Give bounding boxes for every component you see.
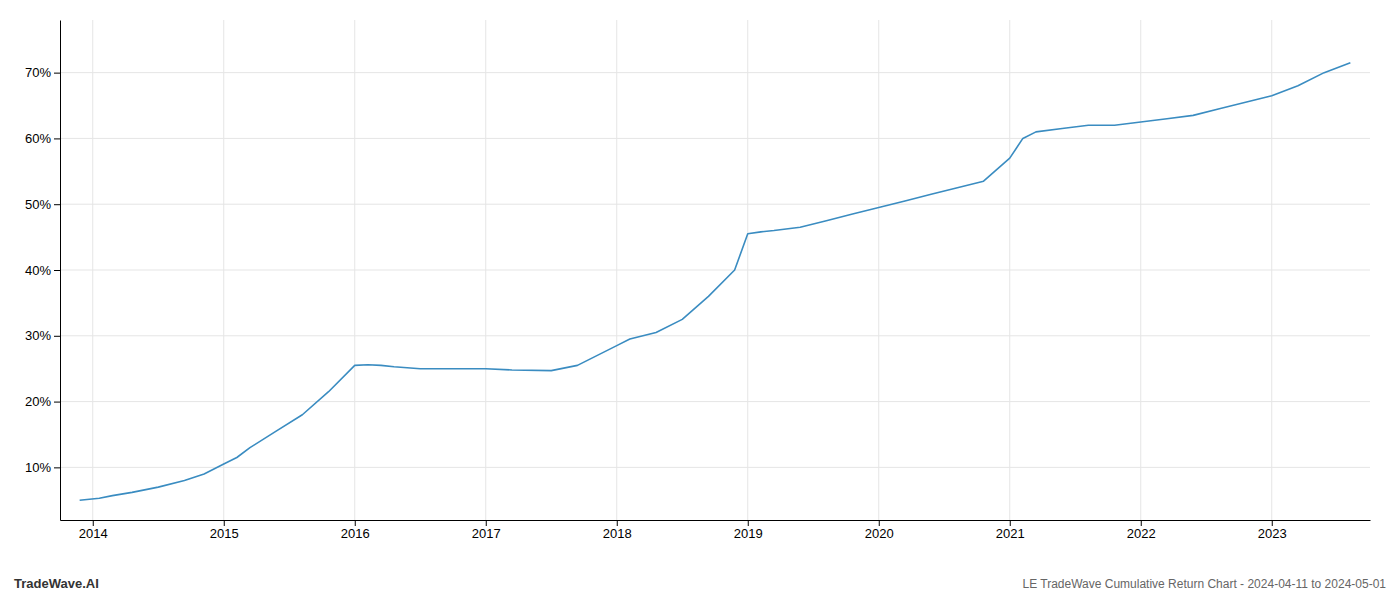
x-tick: 2019	[734, 520, 763, 541]
y-tick: 60%	[25, 131, 60, 146]
y-axis-line	[60, 21, 61, 521]
y-tick-label: 50%	[25, 197, 51, 212]
x-tick-label: 2021	[996, 526, 1025, 541]
grid-line	[60, 72, 1370, 73]
y-tick-label: 10%	[25, 460, 51, 475]
y-tick: 50%	[25, 197, 60, 212]
y-tick-mark	[54, 73, 60, 74]
y-tick-mark	[54, 204, 60, 205]
plot: 2014 2015 2016 2017 2018 2019 2020 2021 2022 2023…	[25, 20, 1371, 541]
y-tick: 20%	[25, 394, 60, 409]
x-axis: 2014 2015 2016 2017 2018 2019 2020 2021 2022 2023	[61, 520, 1371, 541]
x-tick: 2022	[1127, 520, 1156, 541]
y-tick: 30%	[25, 328, 60, 343]
line	[80, 63, 1351, 501]
x-tick: 2014	[79, 520, 108, 541]
marks	[80, 63, 1351, 501]
y-axis: 10% 20% 30% 40% 50% 60% 70%	[25, 21, 61, 521]
y-tick-label: 60%	[25, 131, 51, 146]
x-tick-label: 2019	[734, 526, 763, 541]
x-tick-mark	[748, 520, 749, 526]
grid-line	[60, 138, 1370, 139]
y-tick-label: 40%	[25, 263, 51, 278]
x-tick-mark	[355, 520, 356, 526]
x-tick-mark	[1141, 520, 1142, 526]
x-tick-mark	[617, 520, 618, 526]
x-tick-mark	[1010, 520, 1011, 526]
x-tick: 2015	[210, 520, 239, 541]
y-tick-mark	[54, 467, 60, 468]
y-tick-label: 30%	[25, 328, 51, 343]
grid	[60, 20, 1370, 520]
x-axis-line	[61, 520, 1371, 521]
grid-line	[60, 401, 1370, 402]
x-tick-mark	[93, 520, 94, 526]
grid-line	[60, 335, 1370, 336]
y-tick-mark	[54, 270, 60, 271]
x-tick-label: 2023	[1258, 526, 1287, 541]
y-tick-label: 70%	[25, 65, 51, 80]
x-tick-label: 2015	[210, 526, 239, 541]
x-tick-label: 2020	[865, 526, 894, 541]
title: LE TradeWave Cumulative Return Chart - 2…	[1022, 577, 1386, 591]
y-tick: 40%	[25, 263, 60, 278]
grid-line	[60, 270, 1370, 271]
x-tick: 2020	[865, 520, 894, 541]
y-tick-label: 20%	[25, 394, 51, 409]
x-tick-label: 2022	[1127, 526, 1156, 541]
x-tick-mark	[1272, 520, 1273, 526]
y-tick: 10%	[25, 460, 60, 475]
grid-line	[60, 467, 1370, 468]
x-tick-label: 2018	[603, 526, 632, 541]
x-tick-mark	[879, 520, 880, 526]
y-tick-mark	[54, 402, 60, 403]
x-tick-mark	[486, 520, 487, 526]
watermark: TradeWave.AI	[14, 576, 99, 591]
x-tick: 2023	[1258, 520, 1287, 541]
x-tick: 2021	[996, 520, 1025, 541]
grid-line	[60, 204, 1370, 205]
x-tick-mark	[224, 520, 225, 526]
x-tick-label: 2016	[341, 526, 370, 541]
x-tick: 2017	[472, 520, 501, 541]
y-tick-mark	[54, 336, 60, 337]
y-tick-mark	[54, 138, 60, 139]
y-tick: 70%	[25, 65, 60, 80]
chart: 2014 2015 2016 2017 2018 2019 2020 2021 2022 2023…	[0, 0, 1400, 600]
x-tick: 2018	[603, 520, 632, 541]
x-tick-label: 2014	[79, 526, 108, 541]
x-tick: 2016	[341, 520, 370, 541]
x-tick-label: 2017	[472, 526, 501, 541]
